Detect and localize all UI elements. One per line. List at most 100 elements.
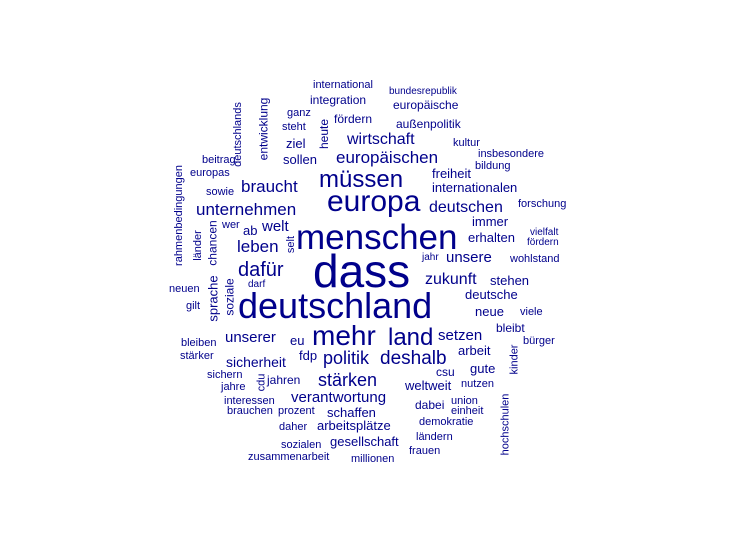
- word-heute: heute: [317, 118, 332, 150]
- word-kultur: kultur: [453, 137, 480, 149]
- word-interessen: interessen: [224, 395, 275, 407]
- word-buerger: bürger: [523, 335, 555, 347]
- word-gute: gute: [470, 361, 496, 376]
- word-deutsche: deutsche: [465, 287, 518, 302]
- word-arbeit: arbeit: [458, 343, 491, 358]
- word-leben: leben: [237, 237, 279, 256]
- word-europaeischen: europäischen: [336, 148, 439, 167]
- word-sichern: sichern: [207, 369, 243, 381]
- word-ab: ab: [243, 223, 258, 238]
- word-millionen: millionen: [351, 453, 395, 465]
- word-arbeitsplaetze: arbeitsplätze: [317, 418, 391, 433]
- word-gesellschaft: gesellschaft: [330, 434, 399, 449]
- word-neue: neue: [475, 304, 504, 319]
- word-menschen: menschen: [296, 218, 458, 257]
- word-jahre: jahre: [221, 381, 246, 393]
- word-integration: integration: [310, 93, 367, 107]
- word-bleiben: bleiben: [181, 337, 217, 349]
- word-laendern: ländern: [416, 431, 453, 443]
- word-cdu: cdu: [255, 373, 268, 392]
- word-sowie: sowie: [206, 186, 235, 198]
- word-csu: csu: [436, 365, 455, 379]
- word-europas: europas: [190, 167, 230, 179]
- word-stehen: stehen: [490, 273, 530, 288]
- word-europa: europa: [327, 185, 421, 218]
- word-verantwortung: verantwortung: [291, 389, 387, 406]
- word-vielfalt: vielfalt: [530, 227, 559, 238]
- word-viele: viele: [520, 306, 543, 318]
- word-wer: wer: [222, 219, 240, 231]
- word-dass: dass: [313, 245, 411, 297]
- word-gilt: gilt: [186, 300, 201, 312]
- word-jahren: jahren: [267, 373, 301, 387]
- word-sozialen: sozialen: [281, 439, 322, 451]
- word-wohlstand: wohlstand: [510, 253, 560, 265]
- word-jahr: jahr: [422, 252, 439, 263]
- word-zusammenarbeit: zusammenarbeit: [248, 451, 330, 463]
- word-sprache: sprache: [205, 275, 221, 322]
- word-unternehmen: unternehmen: [196, 200, 297, 219]
- word-ziel: ziel: [286, 136, 306, 151]
- word-selt: selt: [285, 235, 298, 254]
- word-nutzen: nutzen: [461, 378, 495, 390]
- word-europaeische: europäische: [393, 98, 459, 112]
- word-soziale: soziale: [222, 278, 237, 316]
- word-frauen: frauen: [409, 445, 441, 457]
- word-aussenpolitik: außenpolitik: [396, 117, 461, 131]
- word-welt: welt: [262, 218, 289, 235]
- word-eu: eu: [290, 333, 305, 348]
- word-bildung: bildung: [475, 160, 511, 172]
- word-deutschland: deutschland: [238, 285, 433, 326]
- word-unserer: unserer: [225, 329, 276, 346]
- word-deshalb: deshalb: [380, 348, 447, 369]
- word-muessen: müssen: [319, 166, 404, 193]
- word-chancen: chancen: [205, 220, 220, 266]
- word-braucht: braucht: [241, 177, 298, 196]
- word-internationalen: internationalen: [432, 180, 518, 195]
- word-land: land: [388, 324, 434, 351]
- word-entwicklung: entwicklung: [256, 97, 271, 161]
- word-daher: daher: [279, 421, 308, 433]
- word-weltweit: weltweit: [405, 378, 452, 393]
- word-freiheit: freiheit: [432, 166, 472, 181]
- word-zukunft: zukunft: [425, 271, 477, 288]
- word-wirtschaft: wirtschaft: [347, 131, 415, 148]
- word-darf: darf: [248, 279, 266, 290]
- word-international: international: [313, 79, 373, 91]
- word-bundesrepublik: bundesrepublik: [389, 86, 457, 97]
- word-forschung: forschung: [518, 198, 567, 210]
- word-insbesondere: insbesondere: [478, 148, 545, 160]
- word-bleibt: bleibt: [496, 321, 525, 335]
- word-dabei: dabei: [415, 398, 445, 412]
- word-setzen: setzen: [438, 327, 483, 344]
- word-dafuer: dafür: [238, 259, 284, 281]
- word-prozent: prozent: [278, 405, 315, 417]
- word-sollen: sollen: [283, 152, 317, 167]
- word-politik: politik: [323, 348, 370, 368]
- word-laender: länder: [191, 230, 204, 261]
- word-sicherheit: sicherheit: [226, 354, 286, 370]
- word-schaffen: schaffen: [327, 405, 376, 420]
- word-neuen: neuen: [169, 283, 200, 295]
- word-kinder: kinder: [508, 344, 521, 375]
- word-fdp: fdp: [299, 348, 318, 363]
- word-mehr: mehr: [312, 320, 376, 351]
- word-demokratie: demokratie: [419, 416, 474, 428]
- word-steht: steht: [282, 121, 306, 133]
- word-ganz: ganz: [287, 107, 311, 119]
- word-brauchen: brauchen: [227, 405, 273, 417]
- word-deutschen: deutschen: [429, 199, 503, 216]
- word-beitrag: beitrag: [202, 154, 236, 166]
- word-erhalten: erhalten: [468, 230, 515, 245]
- word-unsere: unsere: [446, 249, 492, 266]
- word-staerken: stärken: [318, 370, 378, 390]
- word-hochschulen: hochschulen: [499, 393, 512, 456]
- word-foerdern-2: fördern: [527, 237, 559, 248]
- word-foerdern: fördern: [334, 112, 373, 126]
- word-union: union: [451, 395, 478, 407]
- word-immer: immer: [472, 214, 509, 229]
- word-staerker: stärker: [180, 350, 214, 362]
- word-rahmenbedingungen: rahmenbedingungen: [172, 165, 185, 266]
- word-einheit: einheit: [451, 405, 484, 417]
